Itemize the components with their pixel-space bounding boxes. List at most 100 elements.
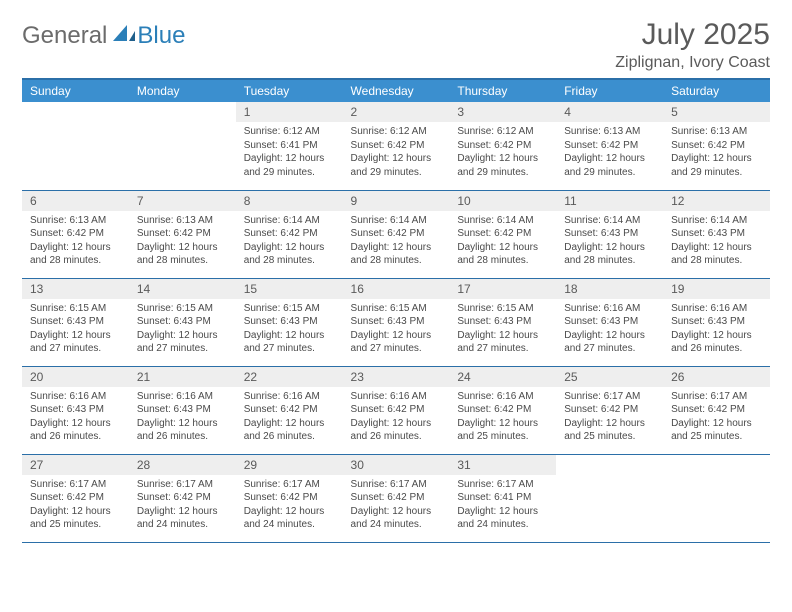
day-number: 12	[663, 191, 770, 211]
calendar-cell: 28Sunrise: 6:17 AMSunset: 6:42 PMDayligh…	[129, 454, 236, 542]
calendar-cell: 3Sunrise: 6:12 AMSunset: 6:42 PMDaylight…	[449, 102, 556, 190]
day-header: Friday	[556, 79, 663, 102]
calendar-cell: 18Sunrise: 6:16 AMSunset: 6:43 PMDayligh…	[556, 278, 663, 366]
day-number: 9	[343, 191, 450, 211]
calendar-row: 27Sunrise: 6:17 AMSunset: 6:42 PMDayligh…	[22, 454, 770, 542]
calendar-cell: 16Sunrise: 6:15 AMSunset: 6:43 PMDayligh…	[343, 278, 450, 366]
calendar-cell: 21Sunrise: 6:16 AMSunset: 6:43 PMDayligh…	[129, 366, 236, 454]
day-header: Tuesday	[236, 79, 343, 102]
day-data: Sunrise: 6:12 AMSunset: 6:42 PMDaylight:…	[449, 122, 556, 185]
logo: General Blue	[22, 22, 185, 50]
calendar-cell: 29Sunrise: 6:17 AMSunset: 6:42 PMDayligh…	[236, 454, 343, 542]
day-data: Sunrise: 6:16 AMSunset: 6:42 PMDaylight:…	[343, 387, 450, 450]
day-data: Sunrise: 6:17 AMSunset: 6:42 PMDaylight:…	[343, 475, 450, 538]
day-data: Sunrise: 6:12 AMSunset: 6:42 PMDaylight:…	[343, 122, 450, 185]
calendar-cell: 19Sunrise: 6:16 AMSunset: 6:43 PMDayligh…	[663, 278, 770, 366]
calendar-cell: 10Sunrise: 6:14 AMSunset: 6:42 PMDayligh…	[449, 190, 556, 278]
day-number: 7	[129, 191, 236, 211]
calendar-cell: 11Sunrise: 6:14 AMSunset: 6:43 PMDayligh…	[556, 190, 663, 278]
day-number: 4	[556, 102, 663, 122]
calendar-cell: 20Sunrise: 6:16 AMSunset: 6:43 PMDayligh…	[22, 366, 129, 454]
calendar-body: 1Sunrise: 6:12 AMSunset: 6:41 PMDaylight…	[22, 102, 770, 542]
day-data: Sunrise: 6:13 AMSunset: 6:42 PMDaylight:…	[663, 122, 770, 185]
calendar-cell	[129, 102, 236, 190]
calendar-cell: 31Sunrise: 6:17 AMSunset: 6:41 PMDayligh…	[449, 454, 556, 542]
day-number: 24	[449, 367, 556, 387]
day-header: Monday	[129, 79, 236, 102]
day-number: 16	[343, 279, 450, 299]
day-data: Sunrise: 6:12 AMSunset: 6:41 PMDaylight:…	[236, 122, 343, 185]
logo-text-blue: Blue	[137, 22, 185, 50]
calendar-cell: 13Sunrise: 6:15 AMSunset: 6:43 PMDayligh…	[22, 278, 129, 366]
day-number: 10	[449, 191, 556, 211]
calendar-cell	[663, 454, 770, 542]
day-number: 28	[129, 455, 236, 475]
day-data: Sunrise: 6:15 AMSunset: 6:43 PMDaylight:…	[236, 299, 343, 362]
day-number-empty	[556, 455, 663, 475]
day-data: Sunrise: 6:16 AMSunset: 6:42 PMDaylight:…	[449, 387, 556, 450]
day-number: 15	[236, 279, 343, 299]
calendar-cell: 8Sunrise: 6:14 AMSunset: 6:42 PMDaylight…	[236, 190, 343, 278]
day-number-empty	[663, 455, 770, 475]
day-number: 8	[236, 191, 343, 211]
day-data: Sunrise: 6:13 AMSunset: 6:42 PMDaylight:…	[556, 122, 663, 185]
calendar-cell: 4Sunrise: 6:13 AMSunset: 6:42 PMDaylight…	[556, 102, 663, 190]
day-number: 21	[129, 367, 236, 387]
day-number: 29	[236, 455, 343, 475]
day-number: 3	[449, 102, 556, 122]
sail-icon	[111, 23, 137, 50]
day-data: Sunrise: 6:14 AMSunset: 6:43 PMDaylight:…	[556, 211, 663, 274]
day-data: Sunrise: 6:17 AMSunset: 6:42 PMDaylight:…	[556, 387, 663, 450]
day-data: Sunrise: 6:13 AMSunset: 6:42 PMDaylight:…	[129, 211, 236, 274]
calendar-row: 1Sunrise: 6:12 AMSunset: 6:41 PMDaylight…	[22, 102, 770, 190]
calendar-cell: 1Sunrise: 6:12 AMSunset: 6:41 PMDaylight…	[236, 102, 343, 190]
calendar-cell	[556, 454, 663, 542]
day-data: Sunrise: 6:14 AMSunset: 6:42 PMDaylight:…	[236, 211, 343, 274]
day-data: Sunrise: 6:16 AMSunset: 6:43 PMDaylight:…	[129, 387, 236, 450]
day-data: Sunrise: 6:16 AMSunset: 6:43 PMDaylight:…	[556, 299, 663, 362]
calendar-row: 13Sunrise: 6:15 AMSunset: 6:43 PMDayligh…	[22, 278, 770, 366]
day-number: 22	[236, 367, 343, 387]
calendar-cell: 27Sunrise: 6:17 AMSunset: 6:42 PMDayligh…	[22, 454, 129, 542]
day-number: 31	[449, 455, 556, 475]
header: General Blue July 2025 Ziplignan, Ivory …	[22, 18, 770, 72]
day-data: Sunrise: 6:15 AMSunset: 6:43 PMDaylight:…	[129, 299, 236, 362]
calendar-cell: 7Sunrise: 6:13 AMSunset: 6:42 PMDaylight…	[129, 190, 236, 278]
day-data: Sunrise: 6:17 AMSunset: 6:42 PMDaylight:…	[129, 475, 236, 538]
day-data: Sunrise: 6:14 AMSunset: 6:42 PMDaylight:…	[449, 211, 556, 274]
calendar-cell	[22, 102, 129, 190]
day-header: Sunday	[22, 79, 129, 102]
day-number: 17	[449, 279, 556, 299]
calendar-cell: 24Sunrise: 6:16 AMSunset: 6:42 PMDayligh…	[449, 366, 556, 454]
day-number: 18	[556, 279, 663, 299]
day-number: 30	[343, 455, 450, 475]
day-number-empty	[129, 102, 236, 122]
day-number: 27	[22, 455, 129, 475]
calendar-cell: 6Sunrise: 6:13 AMSunset: 6:42 PMDaylight…	[22, 190, 129, 278]
calendar-cell: 14Sunrise: 6:15 AMSunset: 6:43 PMDayligh…	[129, 278, 236, 366]
calendar-cell: 22Sunrise: 6:16 AMSunset: 6:42 PMDayligh…	[236, 366, 343, 454]
day-data: Sunrise: 6:15 AMSunset: 6:43 PMDaylight:…	[449, 299, 556, 362]
calendar-row: 6Sunrise: 6:13 AMSunset: 6:42 PMDaylight…	[22, 190, 770, 278]
calendar-cell: 25Sunrise: 6:17 AMSunset: 6:42 PMDayligh…	[556, 366, 663, 454]
calendar-table: SundayMondayTuesdayWednesdayThursdayFrid…	[22, 78, 770, 543]
day-number: 19	[663, 279, 770, 299]
day-data: Sunrise: 6:14 AMSunset: 6:42 PMDaylight:…	[343, 211, 450, 274]
calendar-cell: 5Sunrise: 6:13 AMSunset: 6:42 PMDaylight…	[663, 102, 770, 190]
calendar-cell: 15Sunrise: 6:15 AMSunset: 6:43 PMDayligh…	[236, 278, 343, 366]
calendar-cell: 9Sunrise: 6:14 AMSunset: 6:42 PMDaylight…	[343, 190, 450, 278]
calendar-cell: 17Sunrise: 6:15 AMSunset: 6:43 PMDayligh…	[449, 278, 556, 366]
day-data: Sunrise: 6:16 AMSunset: 6:43 PMDaylight:…	[663, 299, 770, 362]
calendar-header-row: SundayMondayTuesdayWednesdayThursdayFrid…	[22, 79, 770, 102]
month-title: July 2025	[615, 18, 770, 52]
calendar-cell: 2Sunrise: 6:12 AMSunset: 6:42 PMDaylight…	[343, 102, 450, 190]
day-data: Sunrise: 6:17 AMSunset: 6:42 PMDaylight:…	[236, 475, 343, 538]
day-number: 11	[556, 191, 663, 211]
day-number-empty	[22, 102, 129, 122]
day-number: 25	[556, 367, 663, 387]
day-data: Sunrise: 6:17 AMSunset: 6:41 PMDaylight:…	[449, 475, 556, 538]
day-data: Sunrise: 6:15 AMSunset: 6:43 PMDaylight:…	[22, 299, 129, 362]
day-data: Sunrise: 6:16 AMSunset: 6:43 PMDaylight:…	[22, 387, 129, 450]
calendar-page: General Blue July 2025 Ziplignan, Ivory …	[0, 0, 792, 561]
day-number: 23	[343, 367, 450, 387]
